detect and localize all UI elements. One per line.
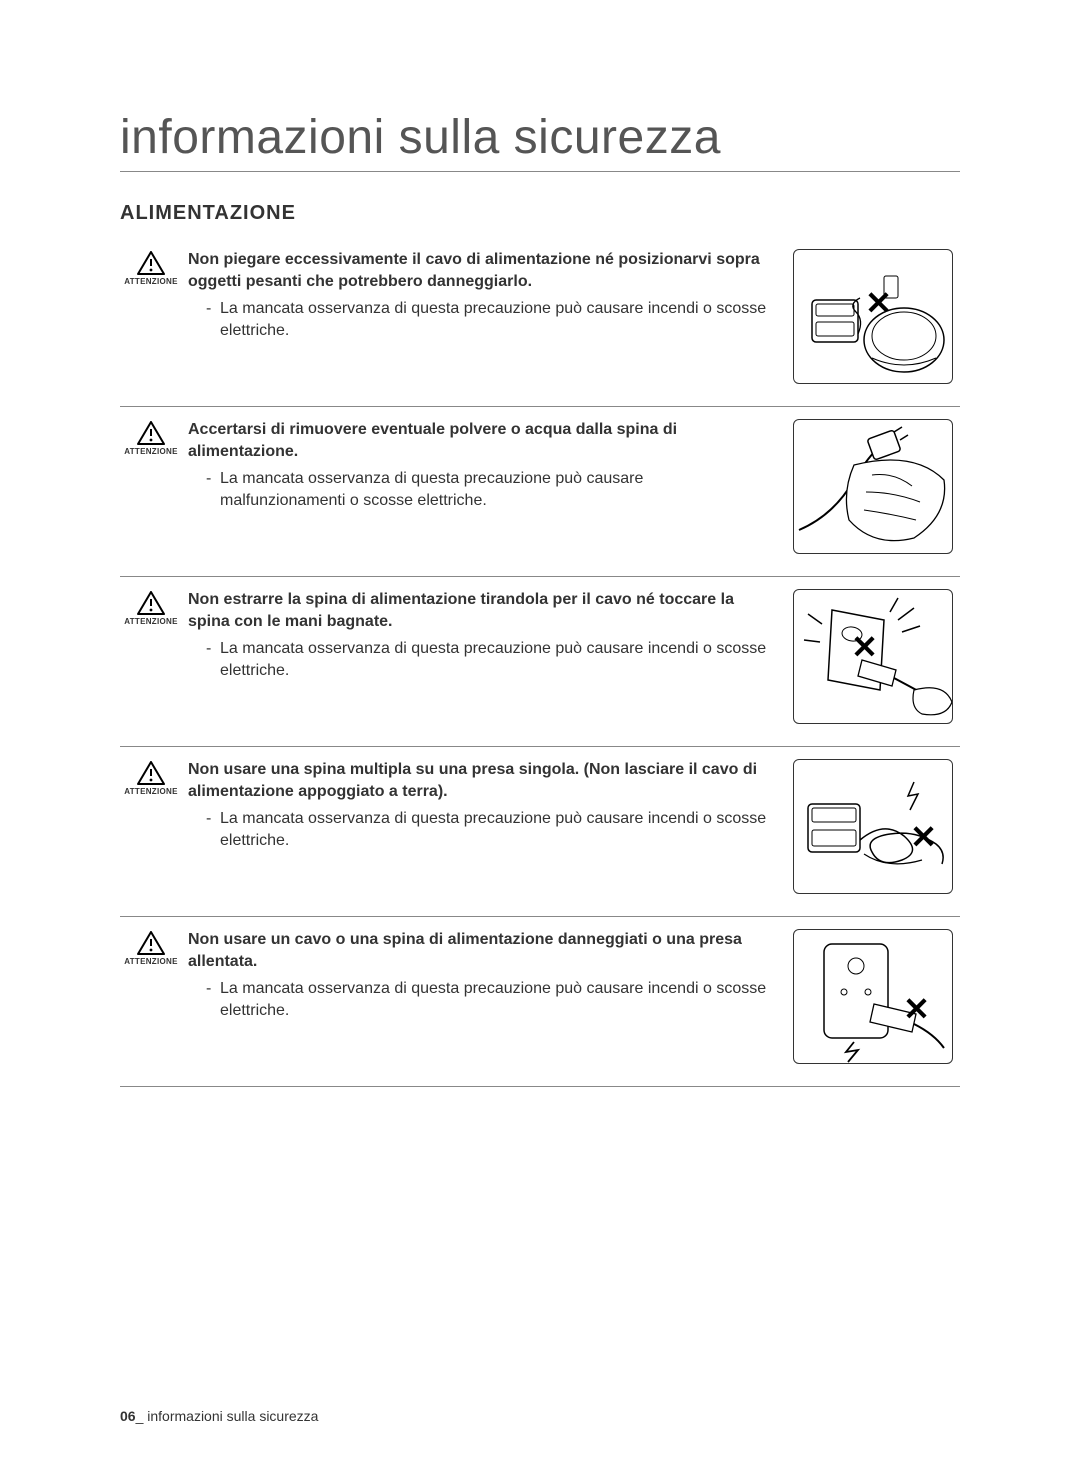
page-title: informazioni sulla sicurezza	[120, 110, 960, 172]
illustration-hand-wipe	[793, 419, 953, 554]
warning-triangle-icon	[137, 761, 165, 785]
warning-triangle-icon	[137, 591, 165, 615]
safety-bullet: La mancata osservanza di questa precauzi…	[206, 468, 769, 511]
safety-block: ATTENZIONE Accertarsi di rimuovere event…	[120, 407, 960, 577]
illustration-dock-tangle: ✕	[793, 759, 953, 894]
safety-bold: Non piegare eccessivamente il cavo di al…	[188, 249, 769, 292]
attention-label: ATTENZIONE	[120, 617, 182, 626]
attention-badge: ATTENZIONE	[120, 929, 182, 1072]
safety-text: Non piegare eccessivamente il cavo di al…	[182, 249, 785, 392]
page-number: 06	[120, 1408, 136, 1424]
illustration-col: ✕	[785, 589, 960, 732]
safety-text: Non usare un cavo o una spina di aliment…	[182, 929, 785, 1072]
warning-triangle-icon	[137, 421, 165, 445]
illustration-col: ✕	[785, 759, 960, 902]
safety-bullet: La mancata osservanza di questa precauzi…	[206, 978, 769, 1021]
attention-badge: ATTENZIONE	[120, 419, 182, 562]
illustration-outlet-pull: ✕	[793, 589, 953, 724]
safety-text: Non usare una spina multipla su una pres…	[182, 759, 785, 902]
safety-text: Accertarsi di rimuovere eventuale polver…	[182, 419, 785, 562]
safety-bold: Accertarsi di rimuovere eventuale polver…	[188, 419, 769, 462]
illustration-outlet-damaged: ✕	[793, 929, 953, 1064]
x-mark-icon: ✕	[909, 822, 939, 852]
safety-block: ATTENZIONE Non estrarre la spina di alim…	[120, 577, 960, 747]
safety-text: Non estrarre la spina di alimentazione t…	[182, 589, 785, 732]
footer-sep: _	[136, 1408, 148, 1424]
illustration-col: ✕	[785, 249, 960, 392]
attention-label: ATTENZIONE	[120, 787, 182, 796]
warning-triangle-icon	[137, 251, 165, 275]
safety-bullet: La mancata osservanza di questa precauzi…	[206, 298, 769, 341]
x-mark-icon: ✕	[902, 994, 932, 1024]
safety-bold: Non usare un cavo o una spina di aliment…	[188, 929, 769, 972]
footer-text: informazioni sulla sicurezza	[147, 1408, 318, 1424]
safety-block: ATTENZIONE Non piegare eccessivamente il…	[120, 237, 960, 407]
attention-label: ATTENZIONE	[120, 447, 182, 456]
illustration-dock-robot: ✕	[793, 249, 953, 384]
illustration-col	[785, 419, 960, 562]
safety-block: ATTENZIONE Non usare una spina multipla …	[120, 747, 960, 917]
safety-block: ATTENZIONE Non usare un cavo o una spina…	[120, 917, 960, 1087]
attention-badge: ATTENZIONE	[120, 249, 182, 392]
attention-label: ATTENZIONE	[120, 277, 182, 286]
x-mark-icon: ✕	[850, 632, 880, 662]
illustration-col: ✕	[785, 929, 960, 1072]
attention-label: ATTENZIONE	[120, 957, 182, 966]
safety-bullet: La mancata osservanza di questa precauzi…	[206, 808, 769, 851]
x-mark-icon: ✕	[864, 288, 894, 318]
page-footer: 06_ informazioni sulla sicurezza	[120, 1408, 318, 1424]
attention-badge: ATTENZIONE	[120, 589, 182, 732]
safety-bold: Non usare una spina multipla su una pres…	[188, 759, 769, 802]
safety-bold: Non estrarre la spina di alimentazione t…	[188, 589, 769, 632]
safety-bullet: La mancata osservanza di questa precauzi…	[206, 638, 769, 681]
section-heading: ALIMENTAZIONE	[120, 202, 960, 225]
warning-triangle-icon	[137, 931, 165, 955]
attention-badge: ATTENZIONE	[120, 759, 182, 902]
